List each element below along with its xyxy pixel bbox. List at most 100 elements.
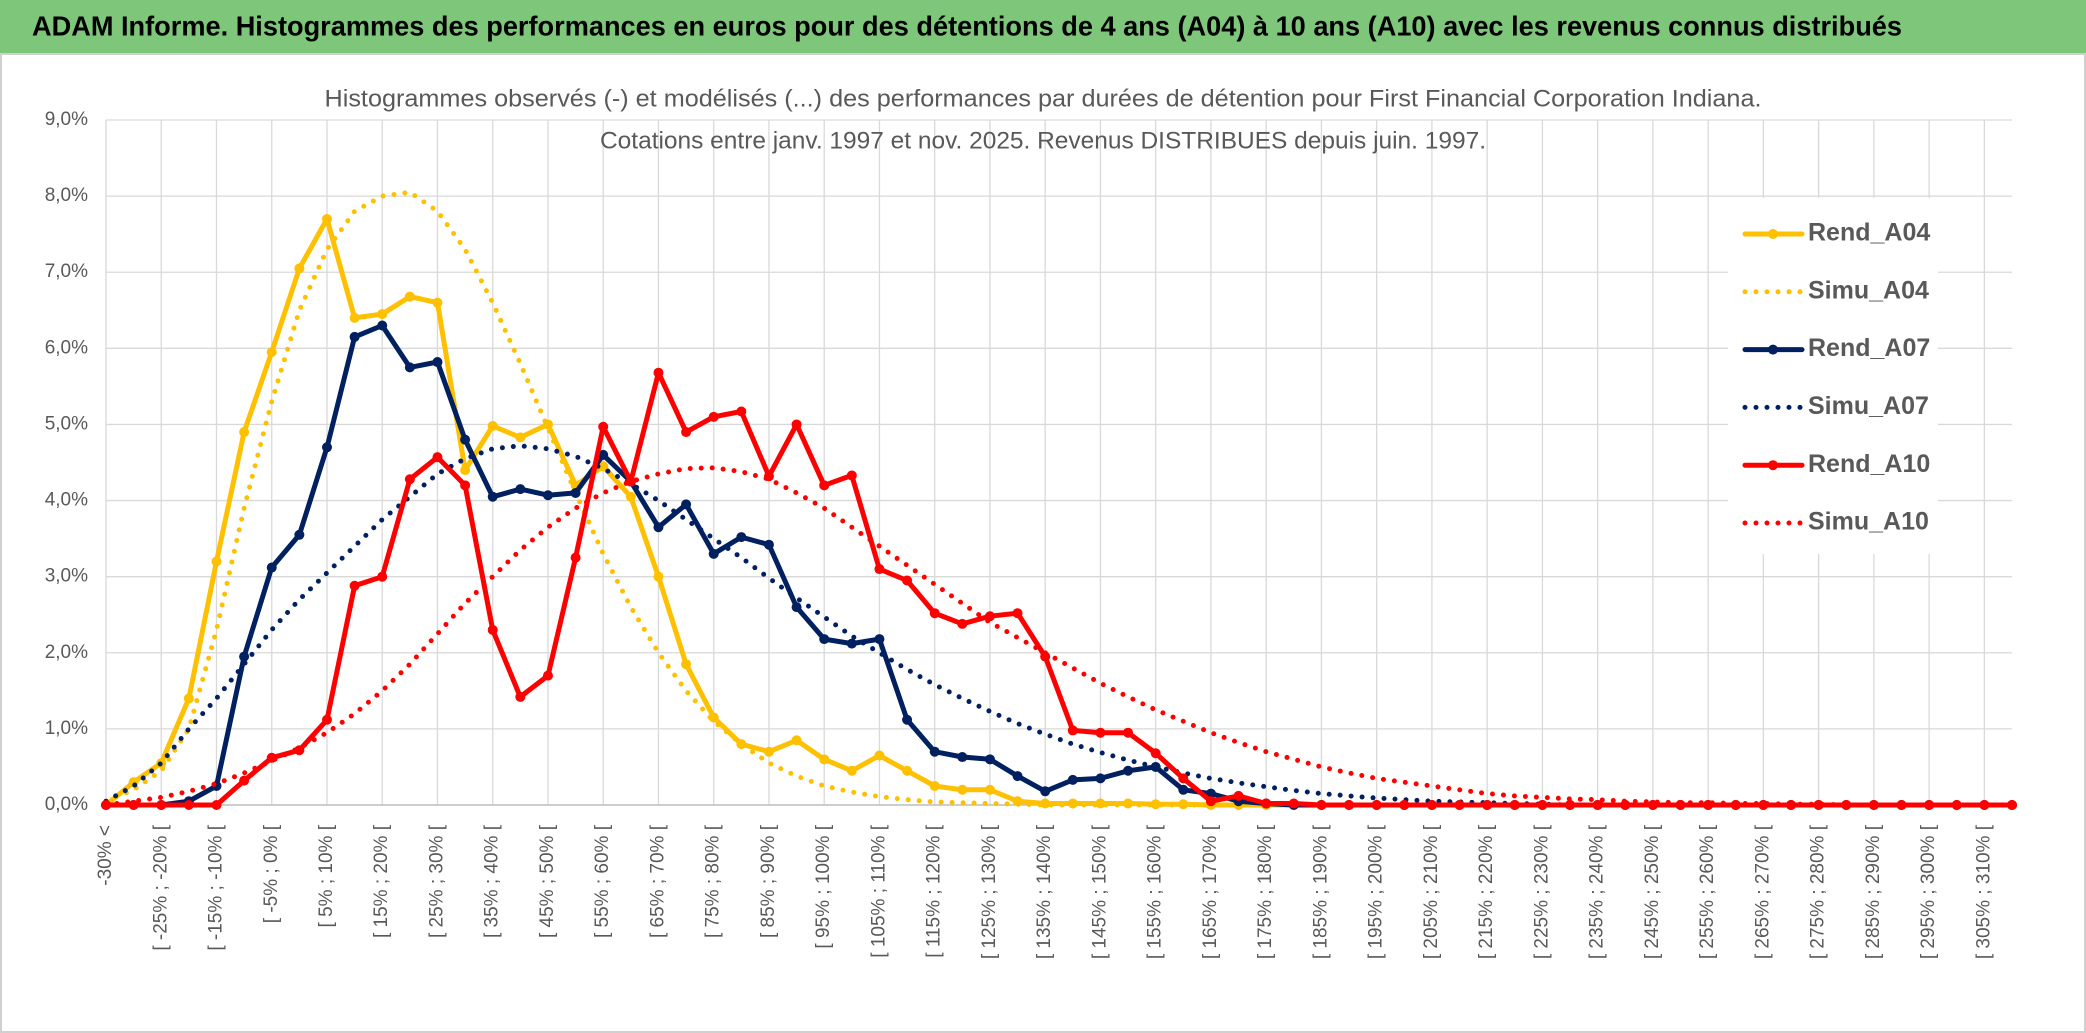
y-tick-label: 0,0% [45,794,88,815]
point [1178,773,1189,784]
point [239,651,250,662]
point [183,800,194,810]
legend-marker [1768,344,1778,355]
point [1040,786,1051,797]
point [1288,798,1299,809]
point [1979,800,1990,810]
point [984,754,995,765]
x-tick-label: [ 25% ; 30% [ [426,824,447,938]
point [542,490,553,501]
point [957,618,968,629]
point [1178,784,1189,795]
point [1205,796,1216,807]
x-tick-label: [ 55% ; 60% [ [592,824,613,938]
point [1371,800,1382,810]
point [432,357,443,368]
point [653,522,664,533]
model-line [103,465,2015,808]
y-tick-label: 6,0% [45,337,88,358]
point [902,765,913,776]
y-tick-label: 2,0% [45,642,88,663]
point [598,461,609,472]
x-tick-label: [ 215% ; 220% [ [1476,824,1497,959]
point [1509,800,1520,810]
x-tick-label: [ 65% ; 70% [ [647,824,668,938]
point [542,670,553,681]
x-tick-label: [ 275% ; 280% [ [1808,824,1829,959]
x-tick-label: [ 35% ; 40% [ [482,824,503,938]
x-tick-label: [ 225% ; 230% [ [1531,824,1552,959]
point [1095,727,1106,738]
point [653,571,664,582]
point [1040,798,1051,809]
point [1095,773,1106,784]
y-tick-label: 3,0% [45,566,88,587]
point [128,800,139,810]
point [791,602,802,613]
point [183,693,194,704]
point [1924,800,1935,810]
point [598,421,609,432]
point [515,484,526,495]
x-tick-label: [ 175% ; 180% [ [1255,824,1276,959]
point [349,580,360,591]
point [266,562,277,573]
point [708,411,719,422]
point [460,465,471,476]
point [294,745,305,756]
x-tick-label: [ 85% ; 90% [ [758,824,779,938]
x-tick-label: [ 295% ; 300% [ [1918,824,1939,959]
point [515,691,526,702]
point [321,442,332,453]
point [349,312,360,323]
point [1951,800,1962,810]
point [239,775,250,786]
point [708,548,719,559]
x-tick-label: [ 145% ; 150% [ [1089,824,1110,959]
point [1344,800,1355,810]
point [432,297,443,308]
point [1123,727,1134,738]
x-tick-label: [ 105% ; 110% [ [868,824,889,957]
x-tick-label: [ 205% ; 210% [ [1421,824,1442,959]
point [1565,800,1576,810]
point [1150,748,1161,759]
point [1150,799,1161,810]
x-tick-label: [ 95% ; 100% [ [813,824,834,948]
point [1040,651,1051,662]
point [377,571,388,582]
point [846,470,857,481]
point [681,499,692,510]
y-tick-label: 5,0% [45,413,88,434]
y-tick-label: 8,0% [45,185,88,206]
x-tick-label: [ 165% ; 170% [ [1200,824,1221,959]
point [294,263,305,274]
y-tick-label: 9,0% [45,109,88,130]
point [819,634,830,645]
legend-label: Rend_A10 [1808,450,1930,478]
x-tick-label: -30% < [95,825,116,886]
point [321,213,332,224]
point [1537,800,1548,810]
point [1868,800,1879,810]
frame [0,53,2086,1033]
point [294,529,305,540]
point [763,746,774,757]
model-line [103,189,2015,808]
point [1012,608,1023,619]
point [515,432,526,443]
x-tick-label: [ 265% ; 270% [ [1752,824,1773,959]
point [321,714,332,725]
point [377,320,388,331]
point [487,624,498,635]
x-tick-label: [ 45% ; 50% [ [537,824,558,938]
x-tick-label: [ 135% ; 140% [ [1034,824,1055,959]
point [681,659,692,670]
point [1482,800,1493,810]
point [874,750,885,761]
x-tick-label: [ -15% ; -10% [ [206,824,227,950]
legend-marker [1768,460,1778,471]
point [487,420,498,431]
